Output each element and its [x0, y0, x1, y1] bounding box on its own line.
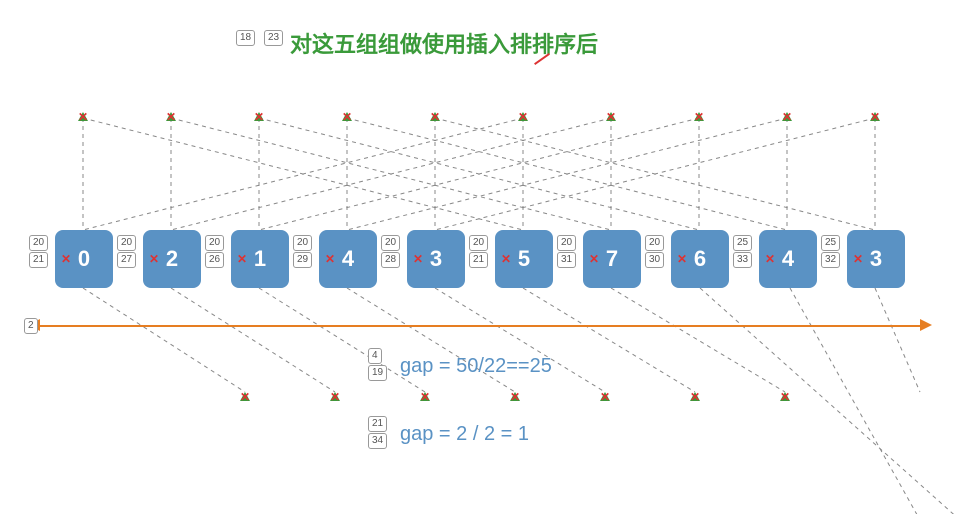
gap-text-0: gap = 50/22==25 — [400, 355, 552, 378]
array-box-label: 3 — [870, 246, 882, 272]
box-tag-top-4: 20 — [381, 235, 400, 251]
x-marker-icon: ✕ — [237, 252, 247, 266]
box-tag-top-5: 20 — [469, 235, 488, 251]
array-box-2: 1✕ — [231, 230, 289, 288]
box-tag-top-2: 20 — [205, 235, 224, 251]
x-marker-icon: ✕ — [765, 252, 775, 266]
array-box-1: 2✕ — [143, 230, 201, 288]
x-marker-icon: ✕ — [254, 110, 264, 124]
x-marker-icon: ✕ — [694, 110, 704, 124]
box-tag-bot-0: 21 — [29, 252, 48, 268]
array-box-label: 1 — [254, 246, 266, 272]
array-box-3: 4✕ — [319, 230, 377, 288]
x-marker-icon: ✕ — [690, 390, 700, 404]
x-marker-icon: ✕ — [330, 390, 340, 404]
box-tag-top-0: 20 — [29, 235, 48, 251]
x-marker-icon: ✕ — [606, 110, 616, 124]
gap-text-1: gap = 2 / 2 = 1 — [400, 423, 529, 446]
array-box-label: 0 — [78, 246, 90, 272]
gap-tag-0-1: 19 — [368, 365, 387, 381]
x-marker-icon: ✕ — [420, 390, 430, 404]
span-arrow-right-icon — [920, 319, 932, 331]
box-tag-top-1: 20 — [117, 235, 136, 251]
title-text: 对这五组组做使用插入排排序后 — [290, 27, 598, 59]
box-tag-top-7: 20 — [645, 235, 664, 251]
box-tag-bot-5: 21 — [469, 252, 488, 268]
box-tag-bot-3: 29 — [293, 252, 312, 268]
x-marker-icon: ✕ — [413, 252, 423, 266]
x-marker-icon: ✕ — [166, 110, 176, 124]
array-box-label: 4 — [342, 246, 354, 272]
x-marker-icon: ✕ — [240, 390, 250, 404]
array-box-9: 3✕ — [847, 230, 905, 288]
title-tag-right: 23 — [264, 30, 283, 46]
gap-tag-1-0: 21 — [368, 416, 387, 432]
x-marker-icon: ✕ — [342, 110, 352, 124]
x-marker-icon: ✕ — [325, 252, 335, 266]
array-box-5: 5✕ — [495, 230, 553, 288]
array-box-0: 0✕ — [55, 230, 113, 288]
x-marker-icon: ✕ — [870, 110, 880, 124]
span-arrow — [40, 325, 920, 327]
x-marker-icon: ✕ — [510, 390, 520, 404]
box-tag-bot-6: 31 — [557, 252, 576, 268]
x-marker-icon: ✕ — [782, 110, 792, 124]
box-tag-top-8: 25 — [733, 235, 752, 251]
box-tag-bot-2: 26 — [205, 252, 224, 268]
x-marker-icon: ✕ — [518, 110, 528, 124]
x-marker-icon: ✕ — [501, 252, 511, 266]
x-marker-icon: ✕ — [61, 252, 71, 266]
array-box-label: 4 — [782, 246, 794, 272]
title-tag-left: 18 — [236, 30, 255, 46]
x-marker-icon: ✕ — [589, 252, 599, 266]
box-tag-bot-8: 33 — [733, 252, 752, 268]
x-marker-icon: ✕ — [677, 252, 687, 266]
x-marker-icon: ✕ — [780, 390, 790, 404]
array-box-4: 3✕ — [407, 230, 465, 288]
array-box-label: 2 — [166, 246, 178, 272]
gap-tag-1-1: 34 — [368, 433, 387, 449]
array-box-7: 6✕ — [671, 230, 729, 288]
array-box-8: 4✕ — [759, 230, 817, 288]
gap-tag-0-0: 4 — [368, 348, 382, 364]
box-tag-bot-4: 28 — [381, 252, 400, 268]
array-box-6: 7✕ — [583, 230, 641, 288]
array-box-label: 3 — [430, 246, 442, 272]
box-tag-bot-1: 27 — [117, 252, 136, 268]
array-box-label: 7 — [606, 246, 618, 272]
x-marker-icon: ✕ — [78, 110, 88, 124]
x-marker-icon: ✕ — [853, 252, 863, 266]
box-tag-top-9: 25 — [821, 235, 840, 251]
span-tag: 2 — [24, 318, 38, 334]
box-tag-top-6: 20 — [557, 235, 576, 251]
array-box-label: 5 — [518, 246, 530, 272]
box-tag-bot-7: 30 — [645, 252, 664, 268]
array-box-label: 6 — [694, 246, 706, 272]
box-tag-bot-9: 32 — [821, 252, 840, 268]
x-marker-icon: ✕ — [149, 252, 159, 266]
box-tag-top-3: 20 — [293, 235, 312, 251]
x-marker-icon: ✕ — [600, 390, 610, 404]
x-marker-icon: ✕ — [430, 110, 440, 124]
